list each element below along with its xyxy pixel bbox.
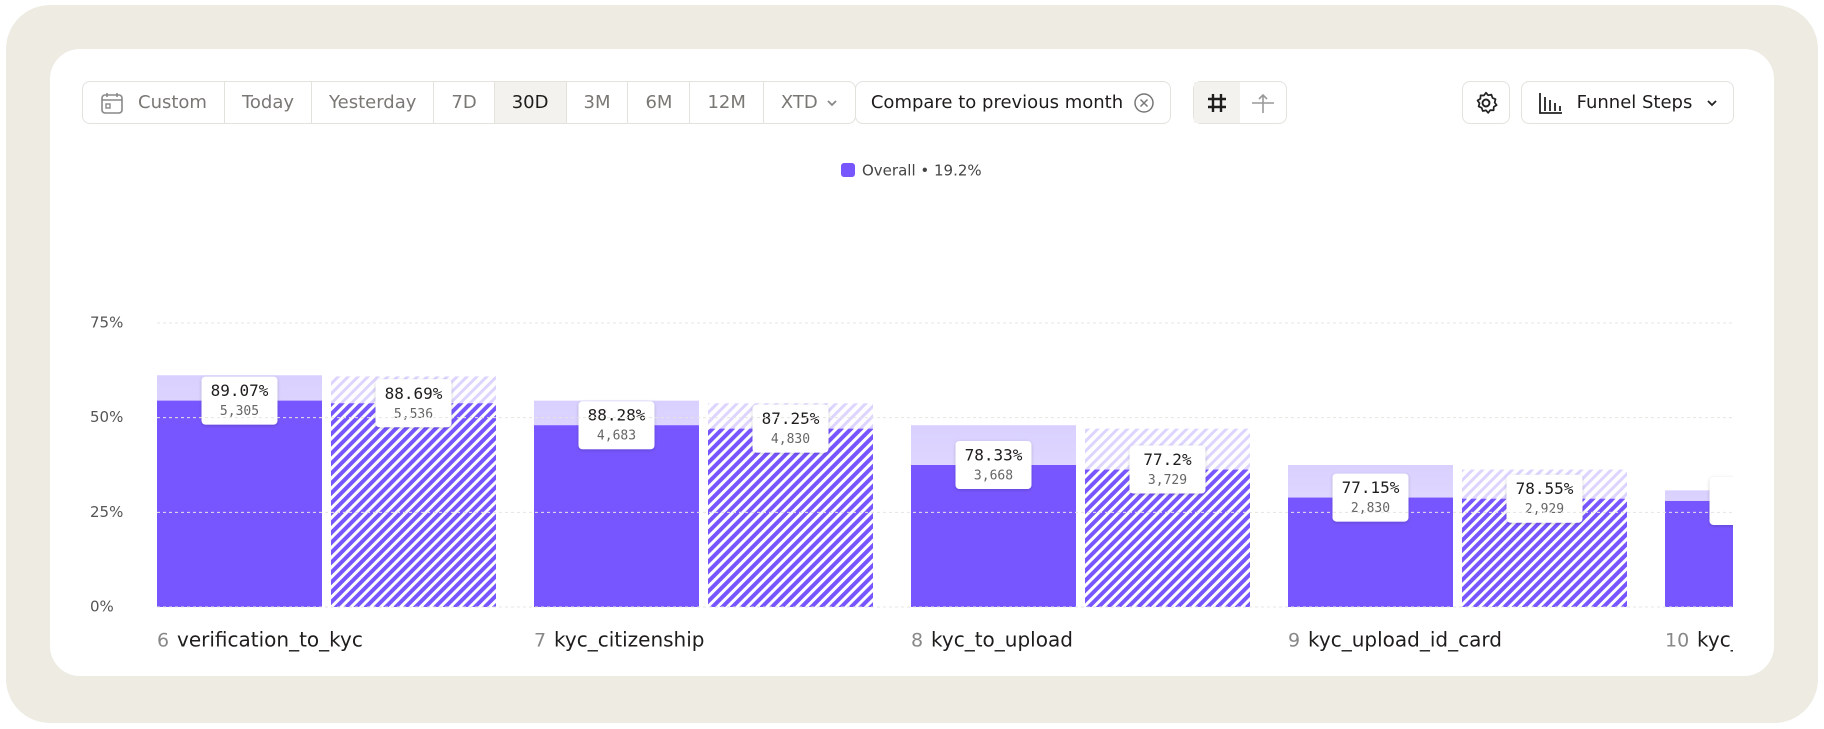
label-box: [578, 401, 655, 450]
range-button[interactable]: 12M: [690, 82, 764, 123]
y-tick-label: 25%: [90, 503, 123, 521]
step-number: 6: [157, 630, 169, 652]
range-button[interactable]: 3M: [567, 82, 629, 123]
rate-label: 88.28%: [588, 406, 646, 425]
legend-swatch: [841, 163, 855, 177]
count-label: 3,729: [1148, 473, 1187, 488]
clear-icon[interactable]: [1133, 92, 1155, 114]
step-name: kyc_to_upload: [931, 628, 1073, 652]
bar-converted: [708, 428, 873, 607]
count-label: 4,830: [771, 432, 810, 447]
y-tick-label: 50%: [90, 408, 123, 426]
view-dropdown[interactable]: Funnel Steps: [1521, 81, 1734, 124]
compare-label: Compare to previous month: [870, 92, 1124, 113]
label-box: [375, 379, 452, 428]
rate-label: 78.33%: [965, 446, 1023, 465]
range-button[interactable]: 7D: [434, 82, 495, 123]
grid-view-button[interactable]: [1194, 82, 1240, 123]
gear-icon: [1476, 91, 1498, 114]
label-box: [1332, 473, 1409, 522]
count-label: 2,830: [1351, 501, 1390, 516]
step-name: kyc_citizenship: [554, 628, 704, 652]
rate-label: 78.55%: [1516, 479, 1574, 498]
count-label: 3,668: [974, 469, 1013, 484]
legend-label: Overall • 19.2%: [862, 162, 982, 180]
view-label: Funnel Steps: [1576, 92, 1693, 113]
step-name: kyc_: [1697, 628, 1742, 652]
range-label: 7D: [451, 92, 477, 113]
view-toggle: [1193, 81, 1287, 124]
label-box: [1506, 474, 1583, 523]
range-label: Yesterday: [329, 92, 417, 113]
bar-converted: [534, 425, 699, 607]
step-number: 9: [1288, 630, 1300, 652]
calendar-icon: [101, 92, 123, 114]
chevron: [827, 99, 837, 106]
plot: 6 verification_to_kyc 89.07% 5,305 88.69% 5,5…: [157, 375, 1757, 652]
rate-label: 77.2%: [1143, 450, 1192, 469]
bar-converted: [157, 400, 322, 607]
step-name: verification_to_kyc: [177, 628, 363, 652]
bar-converted: [331, 403, 496, 607]
range-label: 30D: [511, 92, 549, 113]
count-label: 2: [1744, 504, 1752, 519]
label-box: [955, 441, 1032, 489]
y-tick-label: 0%: [90, 598, 114, 616]
label-box: [1129, 445, 1206, 494]
trend-view-button[interactable]: [1240, 91, 1286, 115]
chevron: [1707, 99, 1718, 106]
step-number: 7: [534, 630, 546, 652]
range-label: XTD: [780, 92, 818, 113]
range-label: 12M: [707, 92, 746, 113]
rate-label: 88.69%: [385, 384, 443, 403]
range-button[interactable]: Custom: [83, 82, 225, 123]
range-button[interactable]: Yesterday: [312, 82, 435, 123]
range-button[interactable]: 30D: [494, 82, 567, 123]
range-label: Today: [241, 92, 295, 113]
rate-label: 95: [1738, 481, 1757, 500]
rate-label: 77.15%: [1342, 478, 1400, 497]
chart: Overall • 19.2% 6 verification_to_kyc 89.0…: [90, 162, 1757, 652]
range-button[interactable]: XTD: [764, 82, 855, 123]
step-number: 10: [1665, 630, 1689, 652]
step-name: kyc_upload_id_card: [1308, 628, 1502, 652]
funnel-icon: [1538, 92, 1562, 114]
step-number: 8: [911, 630, 923, 652]
hash-icon: [1208, 93, 1226, 112]
range-button[interactable]: Today: [225, 82, 313, 123]
card: Custom Today Yesterday 7D 30D 3M 6M 12M XTD Comp…: [50, 49, 1774, 676]
count-label: 5,305: [220, 404, 259, 419]
y-tick-label: 75%: [90, 314, 123, 332]
rate-label: 89.07%: [211, 381, 269, 400]
label-box: [752, 404, 829, 453]
range-label: Custom: [138, 92, 207, 113]
label-box: [201, 376, 278, 425]
count-label: 5,536: [394, 407, 433, 422]
trend-icon: [1252, 93, 1274, 113]
range-button[interactable]: 6M: [628, 82, 691, 123]
date-range-group: Custom Today Yesterday 7D 30D 3M 6M 12M XTD: [82, 81, 856, 124]
label-box: [1709, 476, 1733, 525]
range-label: 6M: [645, 92, 673, 113]
range-label: 3M: [583, 92, 611, 113]
count-label: 2,929: [1525, 502, 1564, 517]
rate-label: 87.25%: [762, 409, 820, 428]
compare-button[interactable]: Compare to previous month: [855, 81, 1171, 124]
settings-button[interactable]: [1462, 81, 1510, 124]
count-label: 4,683: [597, 429, 636, 444]
